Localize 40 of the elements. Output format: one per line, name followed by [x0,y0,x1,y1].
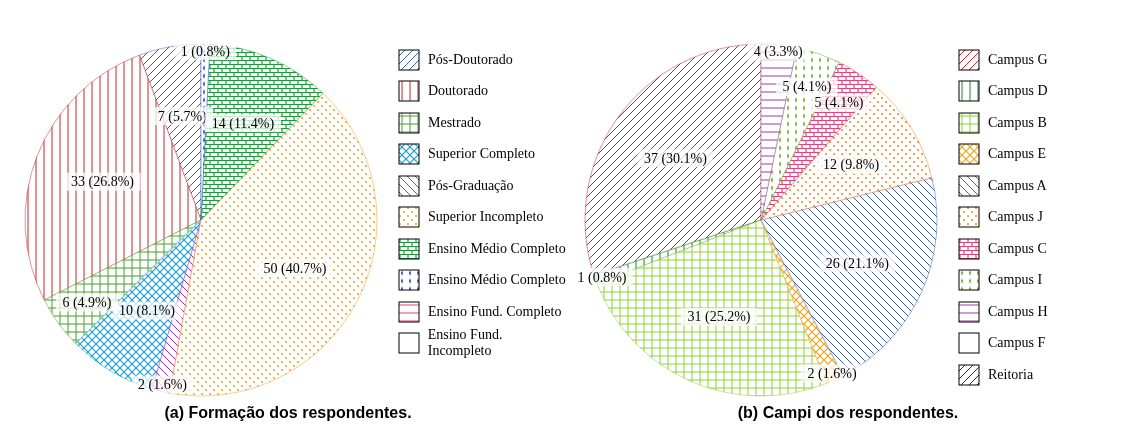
data-label: 33 (26.8%) [71,174,135,191]
data-label: 14 (11.4%) [211,115,275,132]
legend-label: Campus E [988,146,1046,163]
data-label: 4 (3.3%) [753,44,804,61]
legend-label: Campus A [988,177,1047,194]
legend-label: Campus G [988,51,1048,68]
data-label: 5 (4.1%) [782,79,832,96]
data-label: 37 (30.1%) [643,150,708,167]
data-label: 1 (0.8%) [180,43,231,60]
data-label: 31 (25.2%) [687,309,751,326]
data-label: 2 (1.6%) [138,377,188,394]
legend-label: Ensino Médio Completo [428,240,566,257]
text: (b) Campi dos respondentes. [736,404,960,422]
legend-label: Doutorado [428,83,488,100]
data-label: 7 (5.7%) [157,108,208,125]
data-label: 26 (21.1%) [825,255,890,272]
legend-label: Campus B [988,114,1047,131]
legend-label: Pós-Graduação [428,177,514,194]
legend-label: Campus J [988,209,1043,226]
legend-label: Ensino Fund. Completo [428,303,562,320]
legend-label: Ensino Fund. Incompleto [427,327,504,360]
data-label: 12 (9.8%) [823,157,880,174]
legend-label: Mestrado [428,114,481,131]
legend-label: Campus D [988,83,1048,100]
data-label: 2 (1.6%) [807,365,857,382]
legend-label: Reitoria [988,366,1034,383]
legend-label: Ensino Médio Completo [428,272,566,289]
data-label: 1 (0.8%) [577,269,627,286]
data-label: 5 (4.1%) [814,95,864,112]
data-label: 50 (40.7%) [263,260,327,277]
text: (a) Formação dos respondentes. [163,404,413,422]
legend-label: Campus F [988,335,1046,352]
legend-label: Campus C [988,240,1047,257]
legend-label: Superior Incompleto [428,209,544,226]
legend-label: Superior Completo [428,146,535,163]
legend-label: Pós-Doutorado [428,51,513,68]
legend-label: Campus I [988,272,1043,289]
legend-label: Campus H [988,303,1048,320]
data-label: 10 (8.1%) [119,303,176,320]
data-label: 6 (4.9%) [62,294,112,311]
